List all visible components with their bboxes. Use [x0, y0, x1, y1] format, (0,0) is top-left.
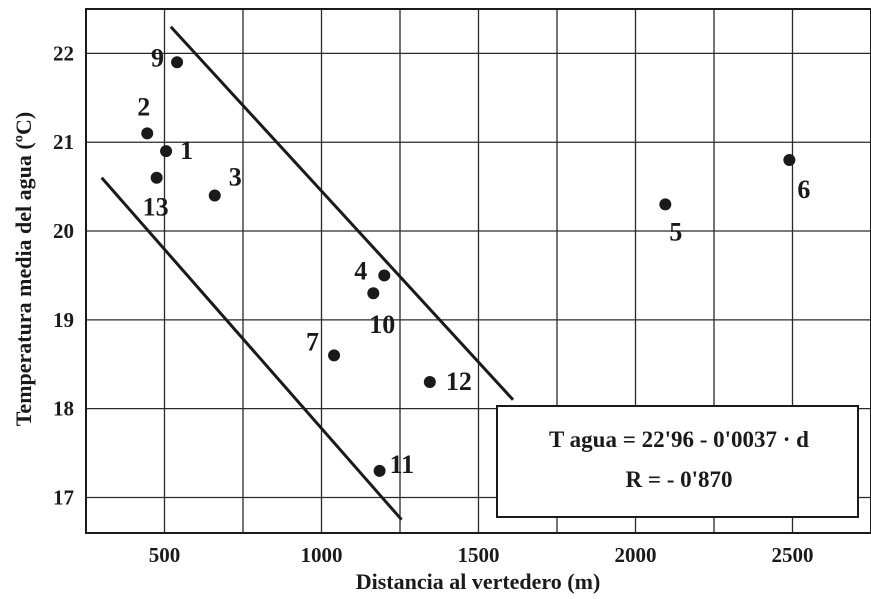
- data-point: [160, 145, 173, 158]
- data-points: [141, 56, 796, 477]
- data-point: [373, 464, 386, 477]
- x-tick-label: 500: [149, 543, 181, 567]
- upper-envelope-line: [169, 25, 515, 401]
- y-tick-labels: 17 18 19 20 21 22: [53, 41, 74, 509]
- x-tick-label: 1500: [458, 543, 500, 567]
- x-axis-title: Distancia al vertedero (m): [356, 569, 601, 594]
- point-label: 5: [669, 217, 682, 246]
- point-label: 7: [306, 327, 319, 356]
- x-tick-labels: 500 1000 1500 2000 2500: [149, 543, 814, 567]
- data-point: [141, 127, 154, 140]
- x-tick-label: 1000: [301, 543, 343, 567]
- equation-line-2: R = - 0'870: [625, 467, 732, 492]
- y-tick-label: 17: [53, 485, 74, 509]
- envelope-lines: [100, 25, 515, 521]
- data-point: [208, 189, 221, 202]
- point-label: 1: [180, 136, 193, 165]
- y-axis-title: Temperatura media del agua (ºC): [11, 112, 36, 426]
- y-tick-label: 19: [53, 308, 74, 332]
- data-point: [367, 287, 380, 300]
- data-point: [659, 198, 672, 211]
- equation-box: T agua = 22'96 - 0'0037 · d R = - 0'870: [496, 405, 859, 518]
- point-label: 3: [229, 163, 242, 192]
- y-tick-label: 21: [53, 130, 74, 154]
- point-label: 2: [137, 92, 150, 121]
- data-point: [171, 56, 184, 69]
- y-tick-label: 22: [53, 41, 74, 65]
- equation-line-1: T agua = 22'96 - 0'0037 · d: [549, 427, 809, 452]
- point-label: 9: [151, 43, 164, 72]
- y-tick-label: 20: [53, 219, 74, 243]
- y-tick-label: 18: [53, 397, 74, 421]
- grid-lines: [85, 9, 871, 533]
- point-label: 12: [446, 367, 472, 396]
- data-point: [378, 269, 391, 282]
- equation-box-frame: [496, 405, 859, 518]
- data-point: [423, 376, 436, 389]
- point-label: 4: [354, 256, 367, 285]
- data-point: [150, 171, 163, 184]
- x-tick-label: 2500: [772, 543, 814, 567]
- plot-frame: [85, 8, 871, 534]
- point-label: 13: [143, 193, 169, 222]
- x-tick-label: 2000: [615, 543, 657, 567]
- lower-envelope-line: [100, 176, 403, 521]
- data-point: [328, 349, 341, 362]
- point-label: 6: [797, 175, 810, 204]
- point-label: 10: [369, 310, 395, 339]
- point-label: 11: [390, 450, 415, 479]
- data-point: [783, 153, 796, 166]
